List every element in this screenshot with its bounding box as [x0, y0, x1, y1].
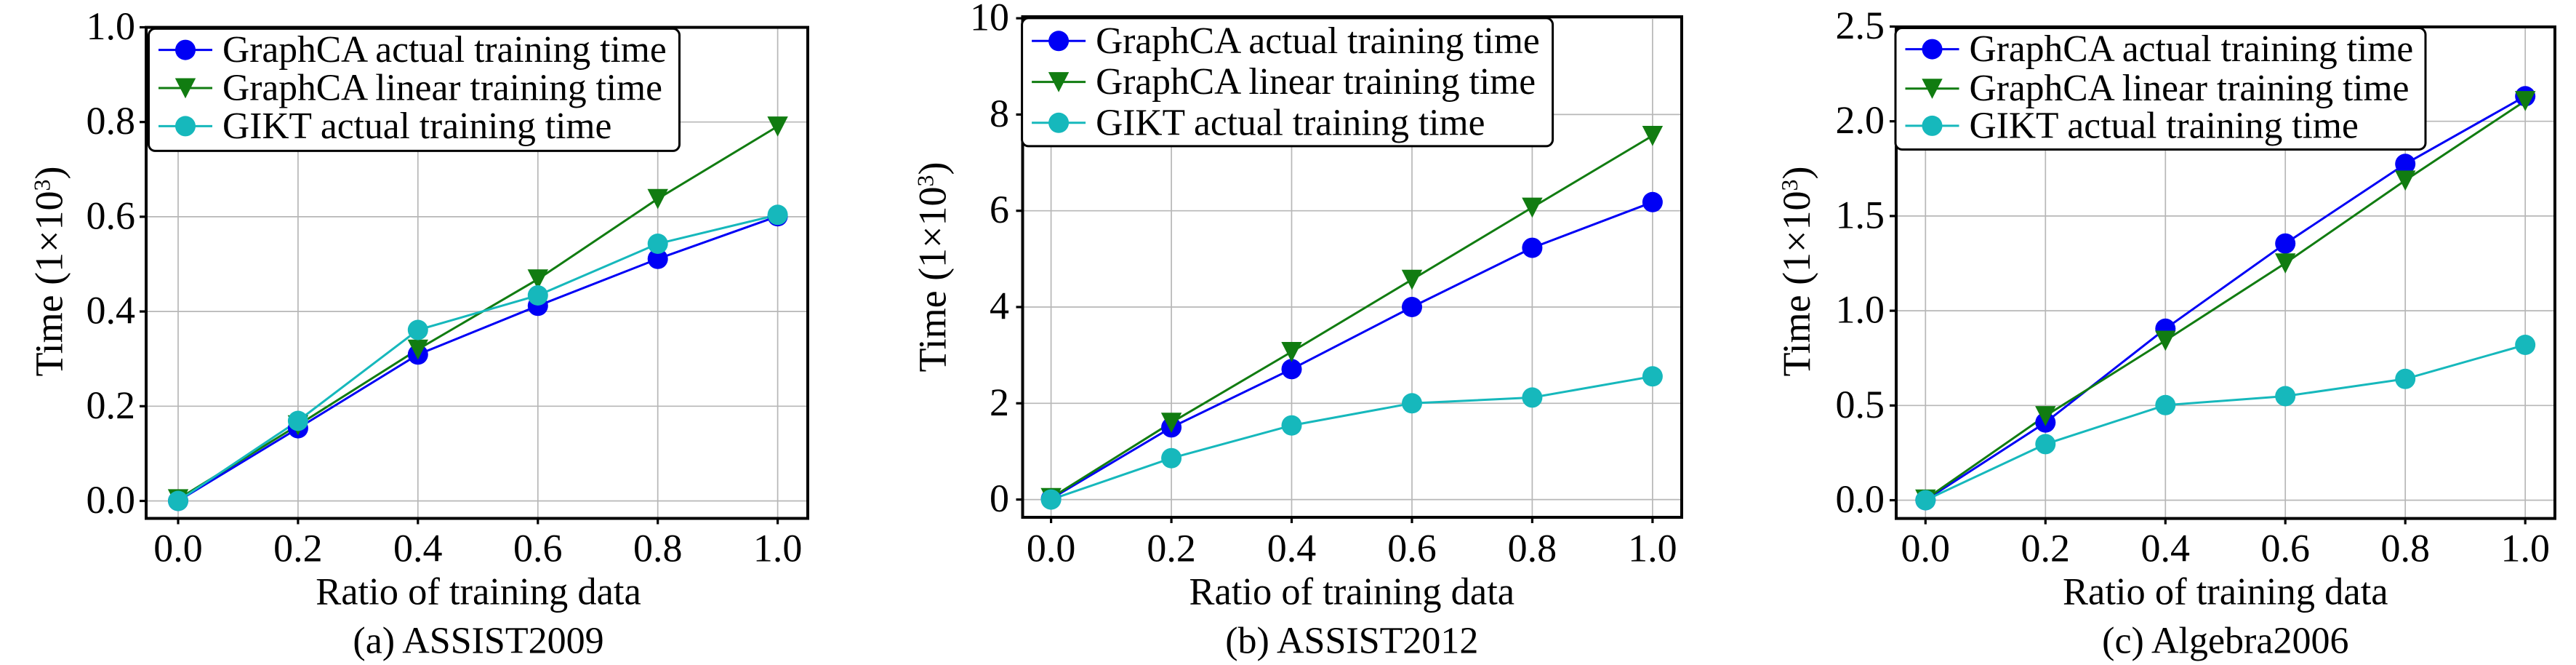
svg-text:0.0: 0.0	[1901, 527, 1951, 570]
svg-text:GraphCA linear training time: GraphCA linear training time	[1970, 68, 2410, 109]
svg-text:0.4: 0.4	[87, 289, 136, 332]
svg-text:0.8: 0.8	[87, 99, 136, 143]
svg-text:GIKT actual training time: GIKT actual training time	[1096, 102, 1485, 143]
svg-text:4: 4	[990, 284, 1009, 328]
svg-text:Time (1×103): Time (1×103)	[911, 162, 955, 373]
svg-text:0.2: 0.2	[273, 527, 323, 570]
svg-text:0.6: 0.6	[513, 527, 563, 570]
svg-text:Ratio of training data: Ratio of training data	[2063, 571, 2388, 613]
svg-text:(c) Algebra2006: (c) Algebra2006	[2102, 621, 2348, 662]
svg-text:0: 0	[990, 477, 1009, 520]
svg-text:10: 10	[970, 0, 1009, 39]
svg-text:1.0: 1.0	[1628, 527, 1677, 570]
svg-text:6: 6	[990, 188, 1009, 231]
svg-text:0.0: 0.0	[87, 478, 136, 522]
svg-text:0.6: 0.6	[1387, 527, 1437, 570]
svg-text:0.8: 0.8	[633, 527, 683, 570]
svg-text:0.8: 0.8	[2380, 527, 2430, 570]
svg-text:0.6: 0.6	[87, 194, 136, 237]
svg-text:(a) ASSIST2009: (a) ASSIST2009	[353, 621, 603, 662]
svg-text:0.8: 0.8	[1508, 527, 1557, 570]
svg-text:Ratio of training data: Ratio of training data	[316, 571, 641, 613]
svg-text:GraphCA actual training time: GraphCA actual training time	[1096, 20, 1540, 62]
svg-text:0.5: 0.5	[1836, 383, 1885, 426]
svg-text:Time (1×103): Time (1×103)	[27, 167, 71, 377]
svg-text:0.0: 0.0	[1027, 527, 1076, 570]
svg-text:0.6: 0.6	[2260, 527, 2310, 570]
svg-text:GIKT actual training time: GIKT actual training time	[1970, 105, 2359, 146]
svg-text:Ratio of training data: Ratio of training data	[1189, 571, 1515, 613]
svg-text:1.0: 1.0	[2500, 527, 2550, 570]
svg-text:1.0: 1.0	[1836, 288, 1885, 332]
svg-text:2.5: 2.5	[1836, 4, 1885, 47]
svg-text:GraphCA actual training time: GraphCA actual training time	[1970, 28, 2414, 70]
svg-text:1.5: 1.5	[1836, 193, 1885, 236]
svg-text:GraphCA actual training time: GraphCA actual training time	[222, 29, 667, 71]
svg-text:GraphCA linear training time: GraphCA linear training time	[222, 68, 662, 109]
svg-text:GIKT actual training time: GIKT actual training time	[222, 105, 611, 147]
svg-text:0.4: 0.4	[2141, 527, 2191, 570]
svg-text:0.4: 0.4	[393, 527, 443, 570]
svg-text:2: 2	[990, 381, 1009, 424]
svg-text:1.0: 1.0	[87, 4, 136, 48]
svg-text:GraphCA linear training time: GraphCA linear training time	[1096, 61, 1536, 103]
svg-text:8: 8	[990, 92, 1009, 135]
svg-text:Time (1×103): Time (1×103)	[1775, 167, 1818, 377]
svg-text:0.4: 0.4	[1267, 527, 1317, 570]
svg-text:0.0: 0.0	[1836, 477, 1885, 521]
svg-text:0.2: 0.2	[87, 383, 136, 427]
svg-text:0.2: 0.2	[2021, 527, 2071, 570]
svg-text:1.0: 1.0	[753, 527, 803, 570]
svg-text:2.0: 2.0	[1836, 98, 1885, 142]
svg-text:(b) ASSIST2012: (b) ASSIST2012	[1225, 621, 1478, 662]
svg-text:0.0: 0.0	[153, 527, 203, 570]
svg-text:0.2: 0.2	[1147, 527, 1196, 570]
